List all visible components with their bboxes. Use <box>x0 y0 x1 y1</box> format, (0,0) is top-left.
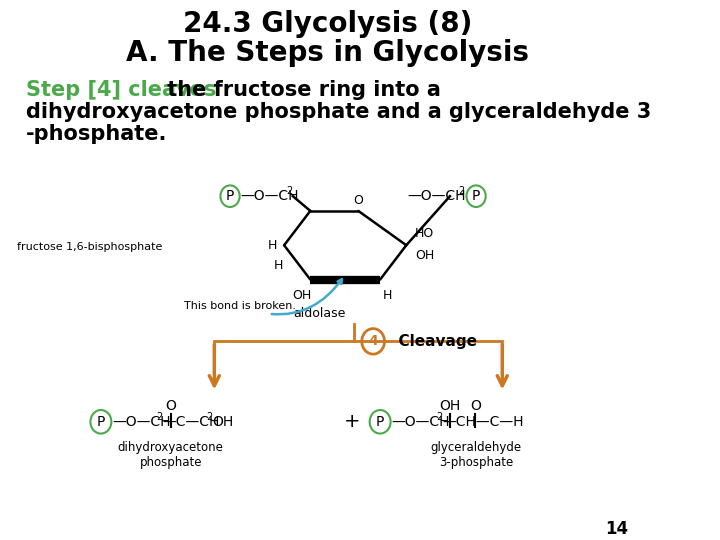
Text: O: O <box>469 399 481 413</box>
Text: OH: OH <box>439 399 461 413</box>
Text: —C—CH: —C—CH <box>163 415 220 429</box>
Text: 14: 14 <box>606 520 629 538</box>
Text: This bond is broken.: This bond is broken. <box>184 279 342 314</box>
Text: 2: 2 <box>459 186 465 196</box>
Text: 2: 2 <box>286 186 292 196</box>
Text: OH: OH <box>292 289 311 302</box>
Text: —O—CH: —O—CH <box>392 415 450 429</box>
Text: P: P <box>376 415 384 429</box>
Text: dihydroxyacetone phosphate and a glyceraldehyde 3: dihydroxyacetone phosphate and a glycera… <box>26 102 651 122</box>
Text: P: P <box>226 189 234 203</box>
Text: phosphate: phosphate <box>140 456 202 469</box>
Text: —O—CH: —O—CH <box>407 189 466 203</box>
Text: —O—CH: —O—CH <box>240 189 299 203</box>
Text: Step [4] cleaves: Step [4] cleaves <box>26 80 216 100</box>
Text: HO: HO <box>415 227 434 240</box>
Text: dihydroxyacetone: dihydroxyacetone <box>118 441 224 455</box>
Text: A. The Steps in Glycolysis: A. The Steps in Glycolysis <box>126 39 529 68</box>
Text: H: H <box>274 259 284 272</box>
Text: 2: 2 <box>157 412 163 422</box>
Text: H: H <box>382 289 392 302</box>
Text: glyceraldehyde: glyceraldehyde <box>431 441 522 455</box>
Text: -phosphate.: -phosphate. <box>26 124 167 144</box>
Text: P: P <box>96 415 105 429</box>
Text: fructose 1,6-bisphosphate: fructose 1,6-bisphosphate <box>17 242 162 252</box>
Text: 4: 4 <box>368 334 378 348</box>
Text: —CH—C—H: —CH—C—H <box>442 415 523 429</box>
Text: 2: 2 <box>207 412 212 422</box>
Text: O: O <box>166 399 176 413</box>
Text: P: P <box>472 189 480 203</box>
Text: Cleavage: Cleavage <box>388 334 477 349</box>
Text: the fructose ring into a: the fructose ring into a <box>161 80 441 100</box>
Text: OH: OH <box>415 248 434 261</box>
Text: H: H <box>268 239 277 252</box>
Text: aldolase: aldolase <box>293 307 345 320</box>
Text: 2: 2 <box>436 412 442 422</box>
Text: +: + <box>344 413 361 431</box>
Text: 24.3 Glycolysis (8): 24.3 Glycolysis (8) <box>183 10 472 38</box>
Text: O: O <box>354 194 364 207</box>
Text: 3-phosphate: 3-phosphate <box>439 456 513 469</box>
Text: OH: OH <box>212 415 234 429</box>
Text: —O—CH: —O—CH <box>112 415 171 429</box>
